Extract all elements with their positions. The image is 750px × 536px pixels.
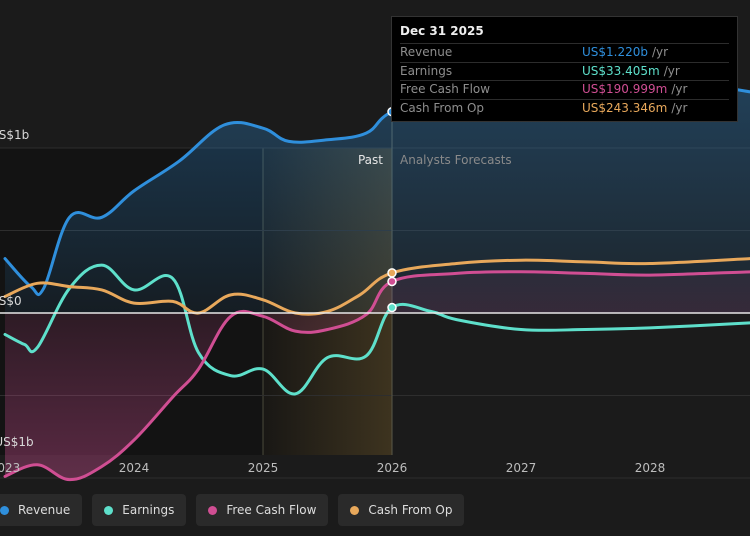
legend-item-earnings[interactable]: Earnings (92, 494, 187, 526)
past-label: Past (358, 153, 383, 167)
tooltip-label: Cash From Op (400, 100, 485, 115)
tooltip-date: Dec 31 2025 (400, 24, 484, 38)
tooltip-row-earnings: Earnings US$33.405m /yr (400, 61, 729, 81)
tooltip-unit: /yr (652, 45, 669, 59)
legend-item-revenue[interactable]: Revenue (0, 494, 83, 526)
tooltip-row-revenue: Revenue US$1.220b /yr (400, 43, 729, 62)
legend-label: Earnings (122, 503, 175, 517)
tooltip-value: US$190.999m (582, 82, 668, 96)
tooltip-value: US$243.346m (582, 100, 668, 115)
earnings-line (3, 263, 750, 396)
x-tick-label: 2024 (119, 461, 150, 475)
tooltip-unit: /yr (671, 82, 688, 96)
tooltip-label: Revenue (400, 45, 453, 59)
y-label-top: US$1b (0, 128, 29, 142)
cash-from-op-marker (387, 268, 397, 278)
tooltip-label: Earnings (400, 63, 453, 78)
tooltip-value: US$33.405m (582, 63, 660, 78)
x-tick-label: 2026 (377, 461, 408, 475)
tooltip-label: Free Cash Flow (400, 82, 491, 96)
legend-label: Cash From Op (368, 503, 453, 517)
y-label-bottom: -US$1b (0, 435, 34, 449)
tooltip-row-cash-from-op: Cash From Op US$243.346m /yr (400, 98, 729, 118)
legend-dot (0, 505, 9, 515)
legend-dot (208, 505, 218, 515)
x-tick-label: 2027 (506, 461, 537, 475)
tooltip-row-free-cash-flow: Free Cash Flow US$190.999m /yr (400, 80, 729, 99)
legend-item-cash-from-op[interactable]: Cash From Op (338, 494, 465, 526)
y-label-zero: US$0 (0, 294, 22, 308)
legend-label: Free Cash Flow (226, 503, 317, 517)
revenue-area (5, 83, 750, 313)
free-cash-flow-area (5, 271, 750, 480)
tooltip: Dec 31 2025 Revenue US$1.220b /yr Earnin… (391, 16, 738, 122)
x-tick-label: 2025 (248, 461, 279, 475)
tooltip-unit: /yr (671, 100, 688, 115)
legend-label: Revenue (18, 503, 71, 517)
legend-dot (350, 505, 360, 515)
free-cash-flow-line (3, 270, 750, 482)
x-tick-label: 2023 (0, 461, 20, 475)
legend-dot (104, 505, 114, 515)
x-tick-label: 2028 (635, 461, 666, 475)
legend-item-free-cash-flow[interactable]: Free Cash Flow (196, 494, 329, 526)
tooltip-unit: /yr (663, 63, 680, 78)
free-cash-flow-marker (387, 276, 397, 287)
legend: Revenue Earnings Free Cash Flow Cash Fro… (0, 494, 465, 526)
tooltip-value: US$1.220b (582, 45, 649, 59)
forecast-label: Analysts Forecasts (400, 153, 512, 167)
earnings-marker (387, 302, 397, 313)
